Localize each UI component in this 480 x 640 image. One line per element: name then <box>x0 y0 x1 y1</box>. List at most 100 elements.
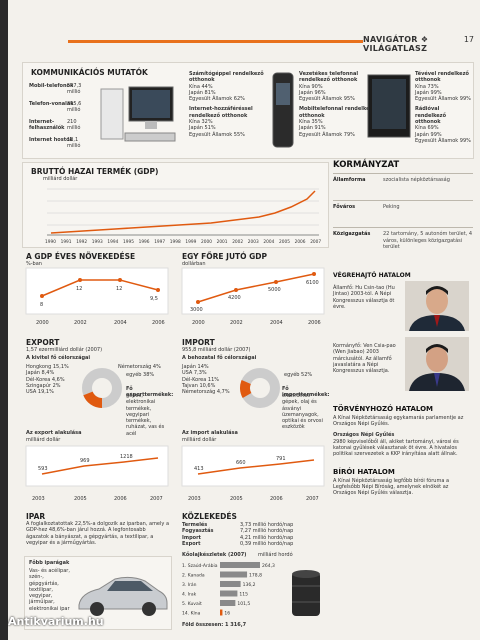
komm-row-label: Internet-felhasználók <box>29 119 65 132</box>
komm-block-title: Internet-hozzáféréssel rendelkező otthon… <box>189 106 253 119</box>
percapita-point-label: 4200 <box>228 295 241 301</box>
komm-block-line: Kína 73% <box>415 83 439 90</box>
oil-reserves-unit: milliárd hordó <box>258 552 293 558</box>
komm-block-title: Vezetékes telefonnal rendelkező otthonok <box>299 71 359 84</box>
percapita-point <box>196 300 200 304</box>
export-item: Szingapúr 2% <box>26 382 61 389</box>
gov-row: Közigazgatás 22 tartomány, 5 autonóm terü… <box>333 231 473 265</box>
energy-row: Export 0,39 millió hordó/nap <box>182 541 326 547</box>
legislative-sub: Országos Népi Gyűlés <box>333 431 395 438</box>
oil-bar-label: 2. Kanada <box>182 573 205 579</box>
gdp-year-label: 1995 <box>123 239 134 245</box>
export-item: Dél-Korea 4,6% <box>26 376 65 383</box>
import-year: 2003 <box>188 496 201 502</box>
growth-point-label: 8 <box>40 302 43 308</box>
export-sub: A kivitel fő célországai <box>26 355 91 361</box>
oil-bars: 1. Szaúd-Arábia 264,3 2. Kanada 178,8 3. Irá… <box>182 562 275 617</box>
import-prod: elektromos gépek, olaj és ásványi üzeman… <box>282 393 323 431</box>
import-item: egyéb 52% <box>284 372 313 378</box>
gdp-year-label: 2003 <box>248 239 259 245</box>
oil-bar-value: 136,2 <box>243 582 256 588</box>
page-header: NAVIGÁTOR ❖ VILÁGATLASZ 17 <box>8 32 480 54</box>
export-chart-title: Az export alakulása <box>26 430 82 436</box>
gov-row-label: Államforma <box>333 177 366 183</box>
oil-reserves-chart: 1. Szaúd-Arábia 264,3 2. Kanada 178,8 3. Irá… <box>182 562 275 617</box>
growth-point <box>78 278 82 282</box>
komm-block: Vezetékes telefonnal rendelkező otthonok… <box>299 71 379 138</box>
komm-row-label: Internet hostok <box>29 137 73 143</box>
gov-row-value: szocialista népköztársaság <box>383 177 450 183</box>
oil-bar-label: 5. Kuvait <box>182 601 202 607</box>
energy-row-value: 4,21 millió hordó/nap <box>240 534 294 541</box>
komm-row: Telefon-vonalak 365,6 millió <box>29 101 89 119</box>
komm-row-value: 365,6 millió <box>67 101 82 114</box>
energy-row: Fogyasztás 7,27 millió hordó/nap <box>182 528 326 534</box>
portrait-photo-1 <box>405 281 469 331</box>
export-item: Hongkong 15,1% <box>26 364 69 370</box>
komm-block-line: Egyesült Államok 79% <box>299 131 355 138</box>
industry-text: A foglalkoztatottak 22,5%-a dolgozik az … <box>26 521 170 546</box>
industry-branches-box: Főbb iparágak Vas- és acélipar, szén-, g… <box>24 556 172 630</box>
judicial-title: BÍRÓI HATALOM <box>333 467 395 476</box>
gdp-year-label: 1996 <box>139 239 150 245</box>
oil-bar-value: 16 <box>224 611 230 617</box>
gdp-line <box>50 190 316 234</box>
computer-icon <box>100 86 176 142</box>
growth-point-label: 9,5 <box>150 296 158 302</box>
export-panel: EXPORT 1,57 ezermilliárd dollár (2007) A… <box>22 338 173 508</box>
oil-bar <box>220 590 238 597</box>
import-sub: A behozatal fő célországai <box>182 355 257 361</box>
percapita-title: EGY FŐRE JUTÓ GDP <box>182 252 268 261</box>
import-panel: IMPORT 955,8 milliárd dollár (2007) A be… <box>178 338 330 508</box>
komm-block-line: Kína 69% <box>415 125 439 132</box>
energy-row-value: 3,73 millió hordó/nap <box>240 522 294 528</box>
komm-block-line: Japán 99% <box>415 131 442 138</box>
oil-bar-value: 101,5 <box>237 601 250 607</box>
growth-year: 2006 <box>152 320 165 326</box>
industry-title: IPAR <box>26 512 46 521</box>
communication-title: KOMMUNIKÁCIÓS MUTATÓK <box>31 68 148 77</box>
oil-bar-value: 178,8 <box>249 573 262 579</box>
komm-block-title: Számítógéppel rendelkező otthonok <box>189 71 264 84</box>
growth-point <box>156 288 160 292</box>
legislative-body: 2980 képviselőből áll, akiket tartományi… <box>333 438 459 458</box>
import-year: 2007 <box>306 496 319 502</box>
industry-panel: IPAR A foglalkoztatottak 22,5%-a dolgozi… <box>22 512 172 632</box>
export-chart-unit: milliárd dollár <box>26 437 61 443</box>
percapita-line <box>197 273 315 303</box>
import-item: Tajvan 10,6% <box>182 382 216 389</box>
gov-row: Államforma szocialista népköztársaság <box>333 177 473 197</box>
oil-bar-label: 3. Irán <box>182 581 197 588</box>
divider <box>333 227 473 228</box>
growth-unit: %-ban <box>26 261 42 267</box>
export-unit: 1,57 ezermilliárd dollár (2007) <box>26 347 103 353</box>
gdp-year-label: 2004 <box>263 239 274 245</box>
import-chart: 413 660 791 2003 2005 2006 2007 <box>181 445 325 502</box>
import-item: Japán 14% <box>182 364 209 370</box>
portrait-photo-2 <box>405 337 469 391</box>
oil-barrel-icon <box>292 570 320 616</box>
export-item: USA 19,1% <box>26 389 54 396</box>
percapita-unit: dollárban <box>182 261 206 267</box>
executive-text-2: Kormányfő: Ven Csia-pao (Wen Jiabao) 200… <box>333 343 396 375</box>
growth-year: 2000 <box>36 320 49 326</box>
government-title: KORMÁNYZAT <box>333 160 400 170</box>
gov-row: Főváros Peking <box>333 204 473 224</box>
gdp-year-label: 1998 <box>170 239 181 245</box>
export-chart: 593 969 1218 2003 2005 2006 2007 <box>25 445 169 502</box>
komm-row-value: 210 millió <box>67 119 81 132</box>
export-chart-label: 593 <box>38 466 48 472</box>
komm-row: Internet hostok 13,1 millió <box>29 137 89 155</box>
car-icon <box>78 576 168 616</box>
komm-row-value: 13,1 millió <box>67 137 81 150</box>
import-title: IMPORT <box>182 338 215 347</box>
industry-branches-title: Főbb iparágak <box>29 560 70 566</box>
executive-text-1: Államfő: Hu Csin-tao (Hu Jintao) 2003-tó… <box>333 285 395 310</box>
legislative-title: TÖRVÉNYHOZÓ HATALOM <box>333 405 434 413</box>
gdp-year-label: 1991 <box>61 239 72 245</box>
komm-block-title: Tévével rendelkező otthonok <box>415 71 469 84</box>
oil-bar-label: 4. Irak <box>182 592 197 598</box>
komm-block-line: Egyesült Államok 99% <box>415 137 471 144</box>
watermark: Antikvarium.hu <box>8 615 104 628</box>
energy-row: Termelés 3,73 millió hordó/nap <box>182 522 326 528</box>
